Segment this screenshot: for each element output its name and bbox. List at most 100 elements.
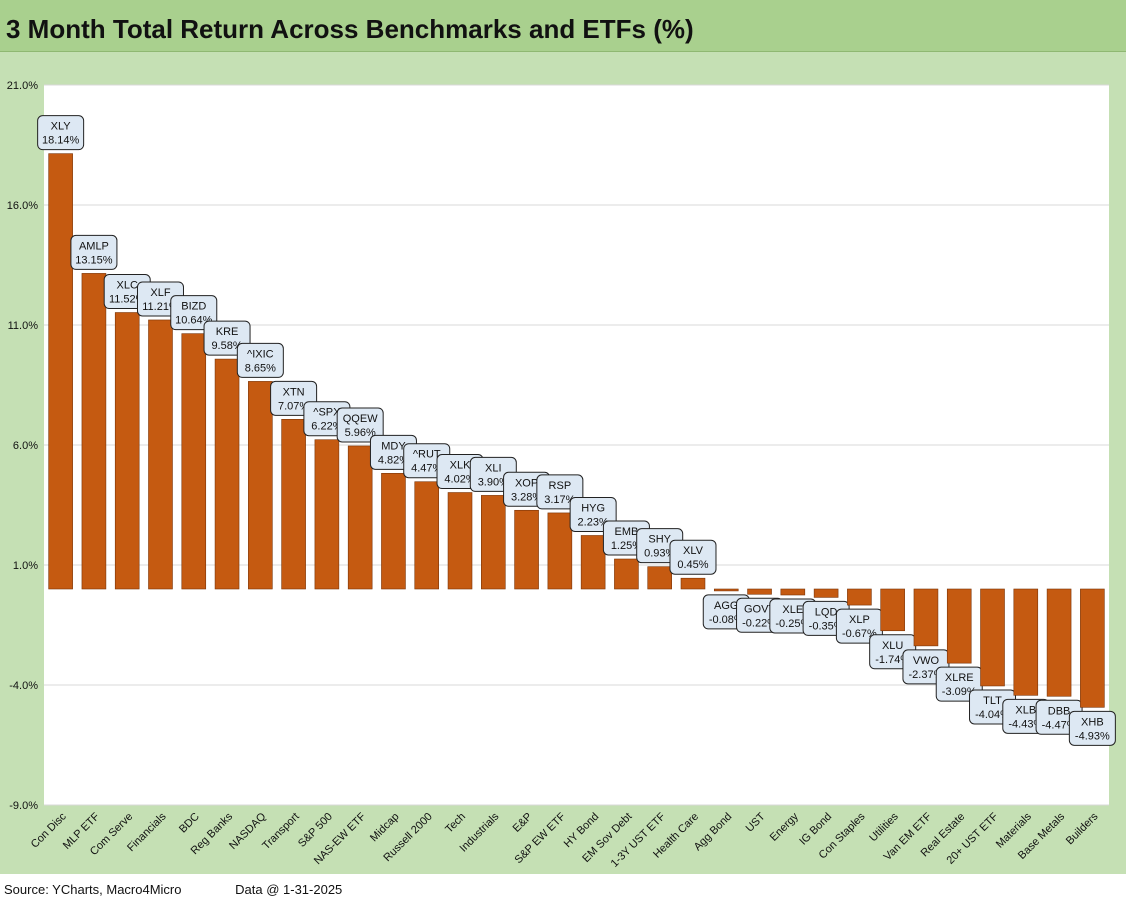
data-label-ticker: ^IXIC [247, 348, 274, 360]
data-label-value: 13.15% [75, 254, 113, 266]
data-label-value: 3.90% [478, 476, 509, 488]
bar-chart: -9.0% -4.0% 1.0% 6.0% 11.0% 16.0% 21.0% XLY 18.1… [7, 80, 1116, 870]
data-label-ticker: HYG [581, 502, 605, 514]
bar [946, 588, 972, 664]
y-tick-label: -9.0% [9, 800, 38, 812]
data-label-ticker: ^SPX [313, 407, 341, 419]
data-label-ticker: LQD [815, 606, 838, 618]
data-label-ticker: XOP [515, 477, 538, 489]
data-label-value: 5.96% [345, 427, 376, 439]
chart-title: 3 Month Total Return Across Benchmarks a… [6, 14, 694, 44]
bar [580, 535, 606, 590]
bar [747, 588, 772, 595]
data-label-ticker: SHY [648, 534, 671, 546]
data-label-ticker: DBB [1048, 705, 1071, 717]
data-label-ticker: AGG [714, 600, 738, 612]
bar [647, 566, 672, 590]
data-label-value: 0.45% [677, 559, 708, 571]
data-label-ticker: XLE [782, 604, 803, 616]
data-label-ticker: RSP [549, 480, 572, 492]
bar [1013, 588, 1039, 696]
bar [780, 588, 806, 596]
bar [447, 492, 473, 590]
data-label-ticker: EMB [615, 526, 639, 538]
bar [481, 495, 506, 590]
data-label-value: 7.07% [278, 400, 309, 412]
x-tick-label: UST [744, 810, 768, 834]
data-label-ticker: MDY [381, 440, 406, 452]
data-label-box [236, 342, 284, 378]
data-label-box [669, 539, 717, 575]
data-label-value: 10.64% [175, 315, 213, 327]
bar [713, 588, 739, 592]
data-label-value: -0.25% [775, 618, 810, 630]
data-label-ticker: XLRE [945, 672, 974, 684]
bar [913, 588, 939, 647]
bar [813, 588, 839, 598]
data-label-value: -1.74% [875, 654, 910, 666]
data-label-value: -0.22% [742, 617, 777, 629]
data-label-box [70, 234, 118, 270]
bar [514, 509, 539, 590]
data-label-value: 4.02% [444, 474, 475, 486]
bar [1046, 588, 1072, 697]
data-label-ticker: TLT [983, 695, 1002, 707]
data-label-ticker: XLB [1015, 704, 1036, 716]
data-label-ticker: GOVT [744, 603, 775, 615]
footer: Source: YCharts, Macro4Micro Data @ 1-31… [4, 882, 342, 897]
data-label-value: 9.58% [211, 340, 242, 352]
bar [847, 588, 872, 606]
data-label-value: 2.23% [578, 516, 609, 528]
title-bar: 3 Month Total Return Across Benchmarks a… [0, 0, 1126, 52]
data-label-value: 4.82% [378, 454, 409, 466]
data-label-ticker: XTN [283, 386, 305, 398]
bar [414, 481, 440, 590]
data-label-ticker: AMLP [79, 240, 109, 252]
source-text: Source: YCharts, Macro4Micro [4, 882, 182, 897]
data-label-ticker: ^RUT [413, 449, 441, 461]
bar [48, 153, 73, 590]
data-label-box [170, 295, 218, 331]
bar [114, 312, 140, 590]
data-label-value: -3.09% [942, 686, 977, 698]
y-tick-label: 1.0% [13, 560, 38, 572]
data-label-ticker: XLF [150, 287, 170, 299]
data-label-value: -0.67% [842, 628, 877, 640]
bar [614, 558, 639, 590]
data-label-ticker: XHB [1081, 716, 1104, 728]
bar [81, 273, 107, 590]
bar [148, 319, 173, 590]
data-label-ticker: XLU [882, 640, 903, 652]
data-label-value: 6.22% [311, 421, 342, 433]
data-label-value: 3.17% [544, 494, 575, 506]
data-label-ticker: VWO [913, 655, 940, 667]
data-label-value: -2.37% [909, 669, 944, 681]
x-tick-label: Transport [260, 811, 301, 852]
data-label-ticker: XLY [51, 121, 72, 133]
data-label-value: -0.35% [809, 620, 844, 632]
data-label-value: 1.25% [611, 540, 642, 552]
bar [248, 381, 273, 590]
chart-area: -9.0% -4.0% 1.0% 6.0% 11.0% 16.0% 21.0% XLY 18.1… [0, 52, 1126, 874]
data-label-ticker: QQEW [343, 413, 378, 425]
data-label-value: 18.14% [42, 135, 80, 147]
data-label-ticker: XLP [849, 614, 870, 626]
data-label-value: 11.21% [142, 301, 179, 313]
x-tick-label: Tech [443, 811, 468, 836]
bar [880, 588, 905, 632]
x-tick-label: Builders [1064, 810, 1101, 847]
y-tick-label: 6.0% [13, 440, 38, 452]
y-tick-label: 16.0% [7, 200, 38, 212]
bar [547, 512, 573, 590]
bar [181, 333, 207, 590]
y-tick-label: -4.0% [9, 680, 38, 692]
data-label-value: 8.65% [245, 362, 276, 374]
data-label-value: -4.93% [1075, 730, 1110, 742]
bar [281, 419, 306, 590]
y-tick-label: 11.0% [8, 320, 39, 332]
bar [314, 439, 340, 590]
data-label-box [1068, 710, 1116, 746]
data-label-ticker: KRE [216, 326, 239, 338]
data-label-value: 4.47% [411, 463, 442, 475]
bar [680, 577, 706, 590]
